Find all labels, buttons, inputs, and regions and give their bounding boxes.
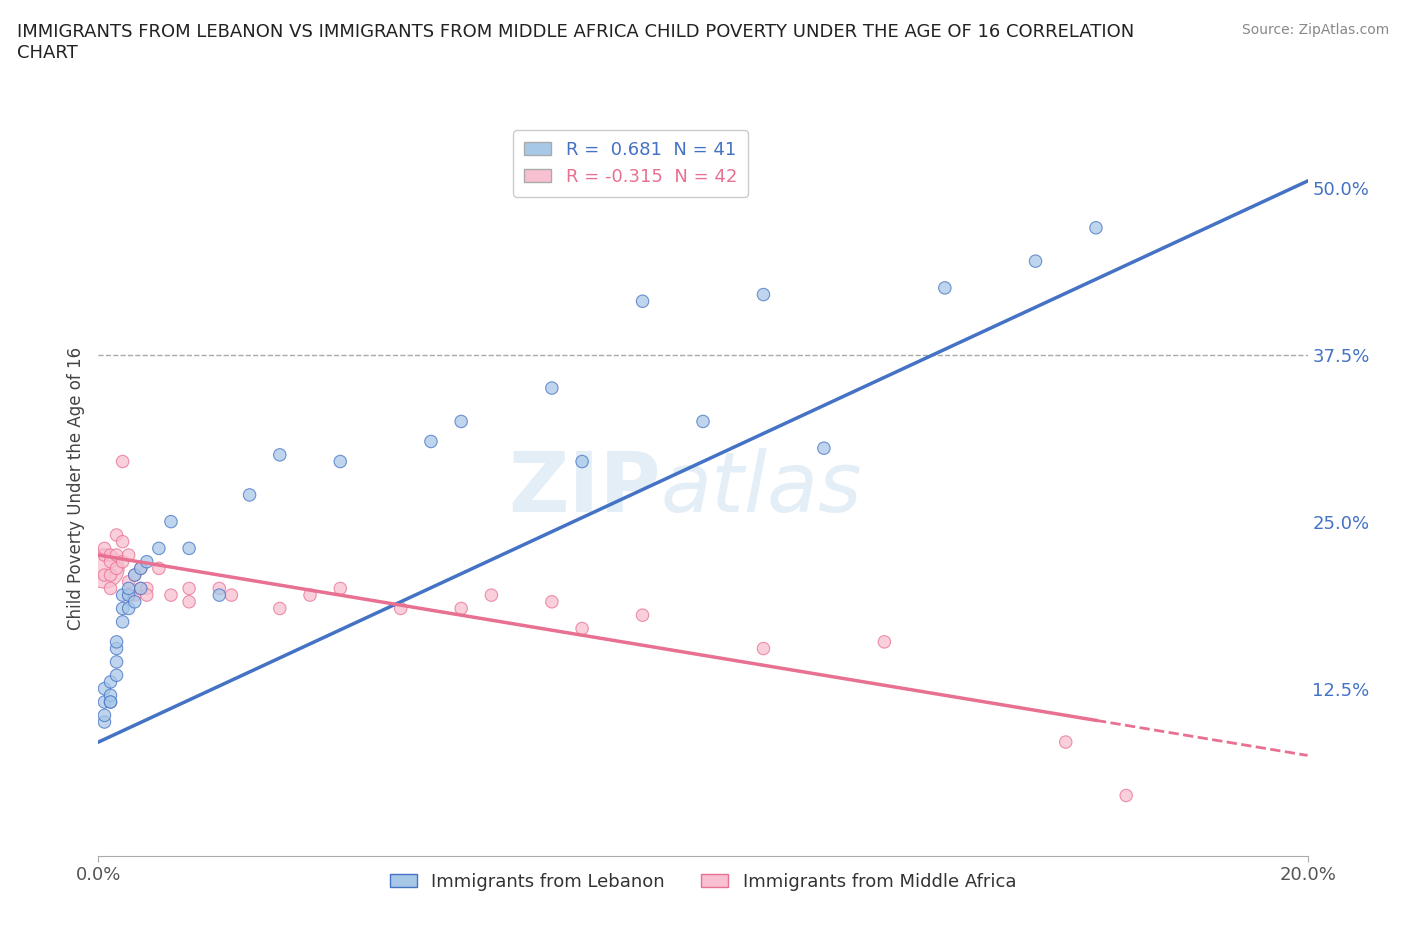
Point: [105, 561, 128, 576]
Point: [111, 454, 134, 469]
Point: [1054, 735, 1077, 750]
Legend: Immigrants from Lebanon, Immigrants from Middle Africa: Immigrants from Lebanon, Immigrants from…: [382, 866, 1024, 898]
Point: [752, 287, 775, 302]
Point: [631, 294, 654, 309]
Point: [100, 695, 122, 710]
Point: [160, 588, 183, 603]
Point: [118, 588, 141, 603]
Point: [873, 634, 896, 649]
Point: [571, 454, 593, 469]
Point: [93, 695, 115, 710]
Text: IMMIGRANTS FROM LEBANON VS IMMIGRANTS FROM MIDDLE AFRICA CHILD POVERTY UNDER THE: IMMIGRANTS FROM LEBANON VS IMMIGRANTS FR…: [17, 23, 1135, 62]
Point: [148, 541, 170, 556]
Point: [100, 674, 122, 689]
Point: [111, 601, 134, 616]
Point: [420, 434, 443, 449]
Point: [813, 441, 835, 456]
Point: [129, 561, 152, 576]
Y-axis label: Child Poverty Under the Age of 16: Child Poverty Under the Age of 16: [66, 347, 84, 630]
Point: [93, 708, 115, 723]
Text: Source: ZipAtlas.com: Source: ZipAtlas.com: [1241, 23, 1389, 37]
Point: [1024, 254, 1046, 269]
Point: [179, 541, 201, 556]
Point: [118, 575, 141, 590]
Point: [118, 588, 141, 603]
Point: [93, 548, 115, 563]
Point: [93, 714, 115, 729]
Point: [269, 447, 291, 462]
Point: [692, 414, 714, 429]
Point: [752, 641, 775, 656]
Point: [93, 567, 115, 582]
Point: [208, 588, 231, 603]
Point: [179, 581, 201, 596]
Point: [124, 567, 146, 582]
Point: [221, 588, 243, 603]
Point: [118, 548, 141, 563]
Point: [1115, 788, 1137, 803]
Point: [100, 548, 122, 563]
Point: [100, 581, 122, 596]
Point: [269, 601, 291, 616]
Point: [111, 554, 134, 569]
Point: [329, 454, 352, 469]
Point: [450, 414, 472, 429]
Point: [105, 641, 128, 656]
Point: [135, 554, 157, 569]
Point: [299, 588, 322, 603]
Point: [179, 594, 201, 609]
Point: [93, 681, 115, 696]
Point: [129, 561, 152, 576]
Point: [124, 567, 146, 582]
Point: [105, 668, 128, 683]
Text: ZIP: ZIP: [508, 447, 661, 529]
Point: [93, 541, 115, 556]
Point: [100, 695, 122, 710]
Point: [329, 581, 352, 596]
Point: [450, 601, 472, 616]
Point: [118, 581, 141, 596]
Point: [111, 534, 134, 549]
Point: [148, 561, 170, 576]
Point: [100, 688, 122, 703]
Point: [239, 487, 262, 502]
Point: [111, 615, 134, 630]
Point: [540, 380, 562, 395]
Point: [135, 581, 157, 596]
Point: [129, 581, 152, 596]
Point: [934, 281, 956, 296]
Point: [118, 601, 141, 616]
Text: atlas: atlas: [661, 447, 862, 529]
Point: [93, 561, 115, 576]
Point: [105, 527, 128, 542]
Point: [105, 634, 128, 649]
Point: [111, 588, 134, 603]
Point: [100, 554, 122, 569]
Point: [389, 601, 412, 616]
Point: [571, 621, 593, 636]
Point: [135, 588, 157, 603]
Point: [100, 567, 122, 582]
Point: [124, 588, 146, 603]
Point: [631, 607, 654, 622]
Point: [105, 548, 128, 563]
Point: [124, 594, 146, 609]
Point: [129, 581, 152, 596]
Point: [1085, 220, 1108, 235]
Point: [160, 514, 183, 529]
Point: [481, 588, 503, 603]
Point: [208, 581, 231, 596]
Point: [105, 655, 128, 670]
Point: [540, 594, 562, 609]
